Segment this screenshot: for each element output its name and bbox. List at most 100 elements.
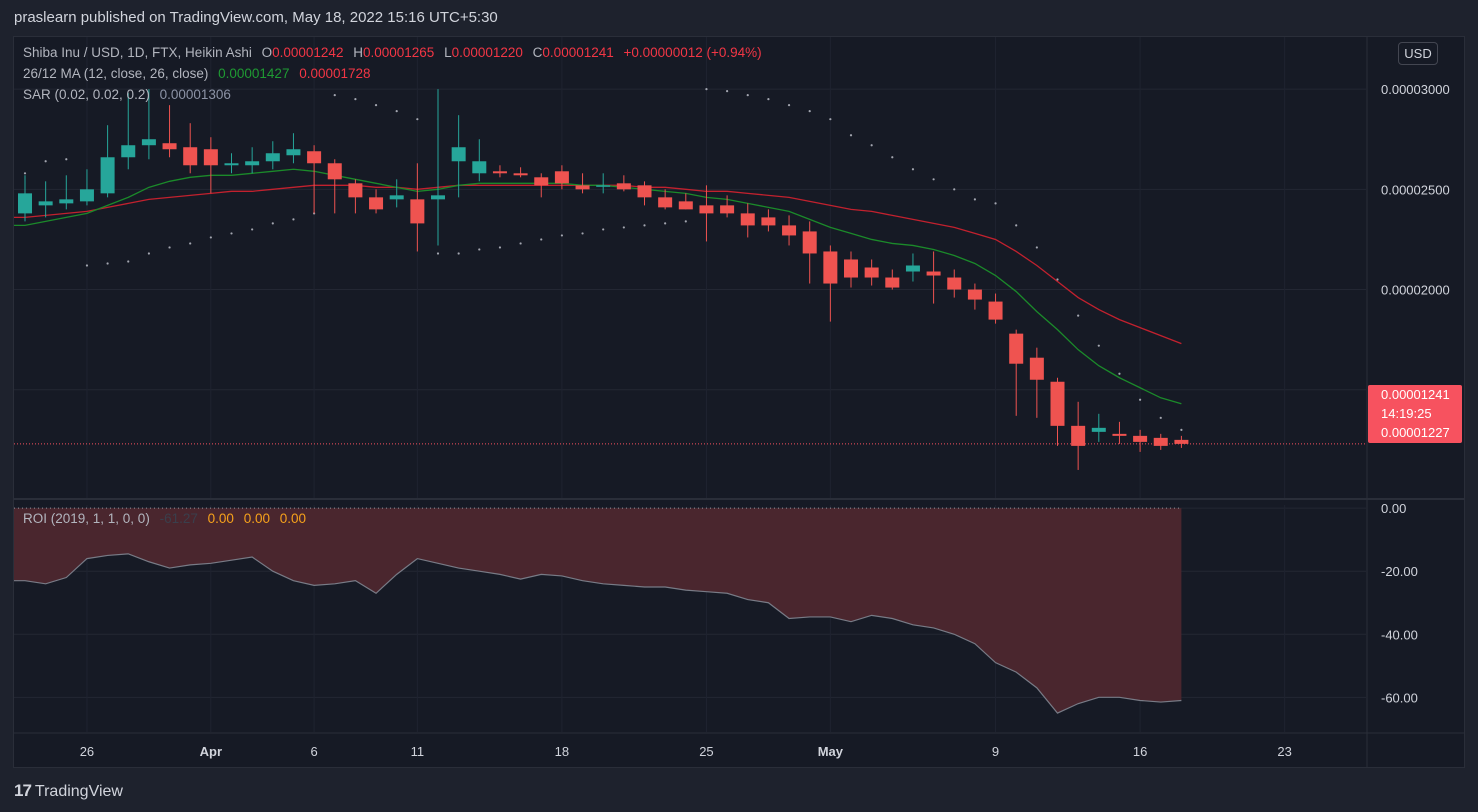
price-tick-label: 0.00002500 — [1381, 182, 1450, 197]
sar-dot — [540, 238, 543, 241]
sar-dot — [767, 98, 770, 101]
candle-down — [678, 201, 693, 210]
sar-dot — [395, 110, 398, 113]
sar-dot — [953, 188, 956, 191]
candle-up — [224, 163, 239, 166]
candle-up — [59, 199, 74, 204]
sar-name[interactable]: SAR (0.02, 0.02, 0.2) — [23, 87, 150, 102]
bar-countdown: 14:19:25 — [1381, 406, 1432, 421]
candle-down — [183, 147, 198, 166]
time-tick-label: 18 — [555, 744, 569, 759]
ma-legend: 26/12 MA (12, close, 26, close) 0.000014… — [23, 66, 377, 81]
candle-down — [1112, 433, 1127, 436]
roi-value-0: -61.27 — [159, 511, 198, 526]
high-label: H — [353, 45, 363, 60]
time-tick-label: 16 — [1133, 744, 1147, 759]
ma-fast-value: 0.00001427 — [218, 66, 290, 81]
candle-down — [947, 277, 962, 290]
roi-value-2: 0.00 — [243, 511, 270, 526]
close-label: C — [532, 45, 543, 60]
sar-dot — [1118, 372, 1121, 375]
candle-down — [926, 271, 941, 276]
footer-brand[interactable]: 17 TradingView — [14, 781, 123, 801]
ma-slow-line — [14, 184, 1182, 345]
candle-up — [596, 185, 611, 187]
sar-dot — [891, 156, 894, 159]
roi-tick-label: -20.00 — [1381, 564, 1418, 579]
candle-up — [38, 201, 53, 206]
candle-down — [720, 205, 735, 214]
sar-dot — [457, 252, 460, 255]
candle-down — [1133, 435, 1148, 442]
candle-down — [534, 177, 549, 186]
sar-dot — [684, 220, 687, 223]
candle-down — [1009, 333, 1024, 364]
candle-down — [492, 171, 507, 174]
sar-dot — [168, 246, 171, 249]
sar-dot — [23, 172, 27, 175]
sar-dot — [1180, 428, 1183, 431]
candle-up — [389, 195, 404, 200]
sar-dot — [65, 158, 68, 161]
candle-up — [18, 193, 32, 214]
candle-up — [100, 157, 115, 194]
candles — [18, 89, 1189, 470]
sar-dot — [705, 88, 708, 91]
sar-dot — [85, 264, 89, 267]
candle-up — [79, 189, 94, 202]
moving-averages — [14, 168, 1366, 445]
roi-area — [14, 508, 1182, 714]
sar-dot — [560, 234, 564, 237]
current-price-tag: 0.00001241 14:19:25 0.00001227 — [1368, 385, 1462, 443]
time-tick-label: 23 — [1277, 744, 1291, 759]
roi-tick-label: -60.00 — [1381, 690, 1418, 705]
sar-dot — [519, 242, 522, 245]
symbol-label[interactable]: Shiba Inu / USD, 1D, FTX, Heikin Ashi — [23, 45, 252, 60]
candle-up — [472, 161, 487, 174]
ma-fast-line — [14, 168, 1182, 405]
sar-dot — [602, 228, 605, 231]
sar-value: 0.00001306 — [159, 87, 231, 102]
axes: 0.000030000.000025000.000020000.00001500… — [80, 82, 1450, 759]
candle-up — [141, 139, 156, 146]
sar-dot — [1056, 278, 1059, 281]
sar-dot — [787, 104, 791, 107]
candle-down — [802, 231, 817, 254]
sar-dot — [189, 242, 192, 245]
price-legend: Shiba Inu / USD, 1D, FTX, Heikin Ashi O0… — [23, 45, 768, 60]
candle-down — [740, 213, 755, 226]
sar-dot — [622, 226, 625, 229]
candle-down — [1174, 439, 1189, 444]
chart-frame[interactable] — [13, 36, 1465, 768]
roi-name[interactable]: ROI (2019, 1, 1, 0, 0) — [23, 511, 150, 526]
candle-down — [575, 185, 590, 190]
low-value: 0.00001220 — [451, 45, 523, 60]
roi-value-1: 0.00 — [207, 511, 234, 526]
candle-down — [203, 149, 218, 166]
candle-down — [844, 259, 858, 278]
candle-down — [327, 163, 342, 180]
candle-down — [761, 217, 776, 226]
candle-down — [369, 197, 384, 210]
current-price: 0.00001241 — [1381, 387, 1450, 402]
currency-button[interactable]: USD — [1398, 42, 1438, 65]
candle-down — [823, 251, 838, 284]
sar-dot — [127, 260, 130, 263]
ma-name[interactable]: 26/12 MA (12, close, 26, close) — [23, 66, 209, 81]
footer-brand-name: TradingView — [34, 783, 123, 800]
candle-up — [431, 195, 445, 200]
candle-down — [554, 171, 569, 184]
roi-value-3: 0.00 — [279, 511, 307, 526]
candle-down — [637, 185, 652, 198]
sar-dot — [147, 252, 150, 255]
candle-down — [864, 267, 879, 278]
sar-dot — [106, 262, 109, 265]
time-tick-label: 11 — [411, 744, 425, 759]
sar-dots — [23, 88, 1183, 431]
candle-down — [307, 151, 322, 164]
candle-down — [988, 301, 1003, 320]
ma-slow-value: 0.00001728 — [299, 66, 371, 81]
sar-dot — [870, 144, 873, 147]
sar-dot — [209, 236, 212, 239]
